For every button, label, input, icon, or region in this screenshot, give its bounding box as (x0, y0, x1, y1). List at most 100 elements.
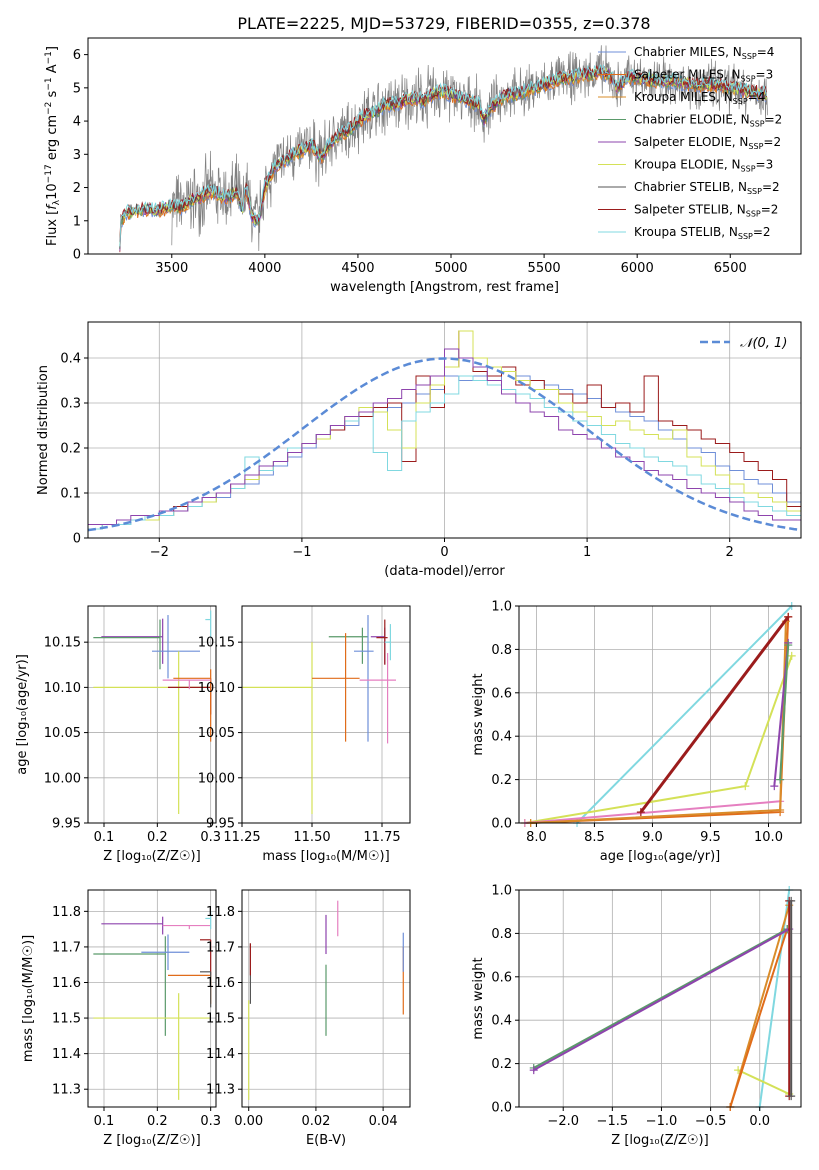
errorbar-point (173, 669, 212, 742)
errorbar-point (152, 615, 200, 679)
y-tick-label: 9.95 (206, 817, 235, 832)
plus-marker (784, 641, 793, 650)
y-tick-label: 11.3 (206, 1083, 235, 1098)
y-tick-label: 0.4 (491, 1014, 512, 1029)
x-tick-label: 8.0 (526, 830, 547, 845)
x-tick-label: −0.5 (695, 1114, 727, 1129)
x-axis-label: age [log₁₀(age/yr)] (600, 849, 721, 864)
mass-vs-Z-points (93, 911, 212, 1100)
legend-entry: Kroupa STELIB, NSSP=2 (634, 225, 771, 241)
legend-entry: Salpeter STELIB, NSSP=2 (634, 203, 778, 219)
y-axis-label: mass weight (471, 673, 486, 755)
legend-name: Salpeter MILES, N (634, 68, 741, 82)
errorbar-point (359, 653, 396, 744)
axes-frame (87, 37, 802, 255)
x-tick-label: 0.0 (749, 1114, 770, 1129)
x-tick-label: 10.0 (754, 830, 783, 845)
y-tick-label: 0.0 (491, 817, 512, 832)
errorbar-point (384, 624, 391, 661)
weight-vs-Z-frame: −2.0 −1.5 −1.0 −0.5 0.0 0.0 0.2 0.4 0.6 0.8 1.0 Z [… (491, 884, 802, 1148)
legend-entry: Chabrier STELIB, NSSP=2 (634, 180, 780, 196)
legend-sub: SSP (742, 52, 757, 61)
spectrum-lines (119, 45, 768, 253)
y-tick-label: 0.8 (491, 927, 512, 942)
weight-vs-age-frame: 8.0 8.5 9.0 9.5 10.0 0.0 0.2 0.4 0.6 0.8 1.0 age [l… (491, 600, 802, 864)
x-tick-label: 8.5 (584, 830, 605, 845)
errorbar-point (370, 627, 386, 664)
y-tick-label: 0.2 (60, 442, 81, 457)
x-axis-label: Z [log₁₀(Z/Z☉)] (103, 849, 200, 864)
legend-nssp: =2 (765, 113, 783, 127)
x-tick-label: 4000 (248, 261, 281, 276)
x-tick-label: −1.5 (597, 1114, 629, 1129)
weight-line (773, 642, 790, 787)
histograms (88, 330, 801, 538)
x-tick-label: 11.75 (363, 830, 400, 845)
x-tick-label: −1.0 (646, 1114, 678, 1129)
x-tick-label: 0.04 (369, 1114, 398, 1129)
normal-curve (88, 357, 801, 532)
y-tick-label: 11.8 (52, 905, 81, 920)
errorbar-point (162, 924, 211, 930)
legend-entry: Chabrier MILES, NSSP=4 (634, 45, 774, 61)
x-tick-label: 1 (583, 545, 591, 560)
y-tick-label: 11.5 (206, 1012, 235, 1027)
age-vs-Z-frame: 0.1 0.2 0.3 9.95 10.00 10.05 10.10 10.15 Z [log₁… (44, 605, 221, 864)
errorbar-point (242, 642, 313, 814)
x-axis-label: Z [log₁₀(Z/Z☉)] (611, 1133, 708, 1148)
x-tick-label: 0.1 (94, 1114, 115, 1129)
weight-line (737, 1069, 790, 1095)
y-axis-label: mass weight (471, 957, 486, 1039)
y-tick-label: 1.0 (491, 884, 512, 899)
y-tick-label: 11.4 (206, 1047, 235, 1062)
x-tick-label: −2 (150, 545, 169, 560)
y-tick-label: 0.2 (491, 1057, 512, 1072)
residuals-frame: −2 −1 0 1 2 0 0.1 0.2 0.3 0.4 (data-model)/error (60, 321, 802, 579)
legend-sub: SSP (750, 120, 765, 129)
plus-marker (776, 775, 785, 784)
legend-nssp: =3 (756, 68, 774, 82)
age-vs-Z-points (93, 610, 212, 814)
x-tick-label: 0.2 (147, 830, 168, 845)
weight-vs-Z-lines (529, 886, 796, 1111)
mass-vs-Z-frame: 0.1 0.2 0.3 11.3 11.4 11.5 11.6 11.7 11.8 Z [log₁… (52, 889, 221, 1148)
plus-marker (741, 782, 750, 791)
x-tick-label: 3500 (155, 261, 188, 276)
weight-line (729, 928, 789, 1108)
x-tick-label: 2 (726, 545, 734, 560)
y-axis-label-part: f (45, 203, 60, 210)
plus-marker (784, 612, 793, 621)
legend-nssp: =4 (748, 90, 766, 104)
y-tick-label: 0.6 (491, 686, 512, 701)
y-tick-label: 10.00 (44, 771, 81, 786)
errorbar-point (93, 993, 211, 1100)
axes-frame (518, 889, 802, 1108)
x-tick-label: −1 (292, 545, 311, 560)
y-axis-label-part: −1 (44, 77, 54, 90)
legend-sub: SSP (746, 210, 761, 219)
axes-frame (241, 889, 411, 1108)
y-tick-label: 10.15 (44, 636, 81, 651)
weight-line (758, 889, 791, 1108)
plus-marker (787, 896, 796, 905)
legend-nssp: =3 (756, 158, 774, 172)
y-tick-label: 3 (73, 148, 81, 163)
plus-marker (787, 651, 796, 660)
weight-vs-age-lines (520, 602, 796, 827)
x-tick-label: 0.02 (301, 1114, 330, 1129)
legend-sub: SSP (738, 232, 753, 241)
errorbar-point (328, 627, 368, 664)
errorbar-point (141, 934, 190, 971)
y-tick-label: 10.05 (44, 726, 81, 741)
y-axis-label: mass [log₁₀(M/M☉)] (21, 935, 36, 1062)
y-axis-label-part: s (45, 90, 60, 101)
x-tick-label: 0 (440, 545, 448, 560)
plus-marker (787, 1092, 796, 1101)
errorbar-point (354, 615, 374, 742)
errorbar-point (93, 619, 161, 670)
y-tick-label: 10.10 (44, 681, 81, 696)
legend-name: Chabrier ELODIE, N (634, 113, 750, 127)
errorbar-point (205, 610, 212, 638)
